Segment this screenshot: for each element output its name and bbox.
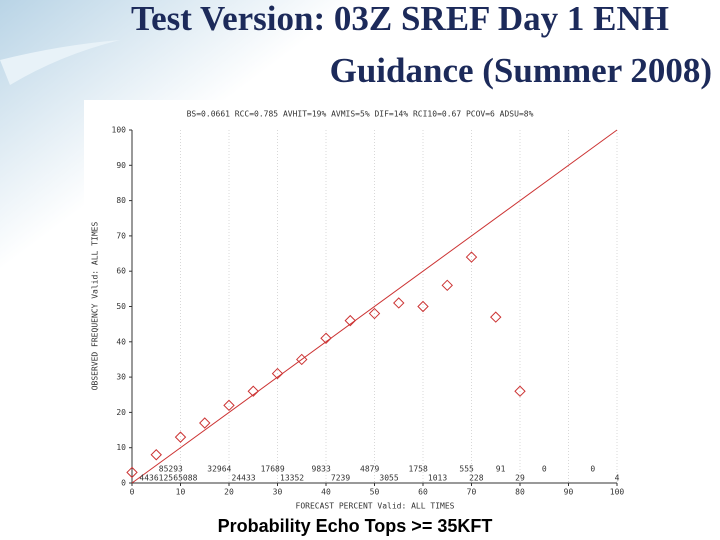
count-label: 32964	[207, 465, 231, 474]
x-tick-label: 40	[321, 488, 331, 497]
slide-title: Test Version: 03Z SREF Day 1 ENH	[131, 0, 669, 38]
count-label: 24433	[232, 474, 256, 483]
x-tick-label: 80	[515, 488, 525, 497]
y-tick-label: 60	[116, 267, 126, 276]
y-tick-label: 80	[116, 196, 126, 205]
count-label: 91	[496, 465, 506, 474]
count-label: 29	[515, 474, 525, 483]
y-tick-label: 50	[116, 302, 126, 311]
point	[368, 307, 381, 320]
count-label: 1758	[409, 465, 428, 474]
y-tick-label: 100	[112, 126, 127, 135]
x-tick-label: 20	[224, 488, 234, 497]
point	[417, 300, 429, 313]
x-tick-label: 90	[564, 488, 574, 497]
count-label: 1013	[428, 474, 447, 483]
x-tick-label: 70	[467, 488, 477, 497]
point	[271, 367, 284, 380]
x-tick-label: 30	[273, 488, 283, 497]
count-label: 7239	[331, 474, 350, 483]
point	[150, 449, 162, 461]
point	[296, 353, 308, 366]
y-tick-label: 30	[116, 373, 126, 382]
chart-title: BS=0.0661 RCC=0.785 AVHIT=19% AVMIS=5% D…	[187, 110, 534, 119]
count-label: 13352	[280, 474, 304, 483]
y-tick-label: 10	[116, 443, 126, 452]
y-tick-label: 70	[116, 231, 126, 240]
count-label: 228	[469, 474, 484, 483]
count-label: 85293	[159, 465, 183, 474]
reference-line	[131, 129, 618, 484]
count-label: 4879	[360, 465, 379, 474]
count-label: 4	[615, 474, 620, 483]
count-label: 65088	[173, 474, 197, 483]
x-tick-label: 50	[370, 488, 380, 497]
point	[199, 417, 211, 429]
caption: Probability Echo Tops >= 35KFT	[218, 516, 493, 536]
point	[247, 385, 259, 397]
y-tick-label: 20	[116, 408, 126, 417]
point	[320, 332, 332, 344]
x-axis-label: FORECAST PERCENT Valid: ALL TIMES	[296, 502, 455, 511]
swoosh	[0, 40, 120, 85]
x-tick-label: 60	[418, 488, 428, 497]
point	[465, 251, 478, 263]
count-label: 9833	[312, 465, 331, 474]
chart-area	[84, 100, 630, 500]
y-axis-label: OBSERVED FREQUENCY Valid: ALL TIMES	[91, 222, 100, 391]
count-label: 555	[459, 465, 474, 474]
count-label: 17689	[261, 465, 285, 474]
y-tick-label: 40	[116, 337, 126, 346]
count-label: 4436125	[139, 474, 173, 483]
point	[514, 385, 526, 397]
x-tick-label: 10	[176, 488, 186, 497]
point	[441, 279, 453, 292]
count-label: 3055	[379, 474, 398, 483]
x-tick-label: 0	[130, 488, 135, 497]
count-label: 0	[542, 465, 547, 474]
point	[126, 466, 138, 479]
point	[393, 297, 405, 309]
count-label: 0	[590, 465, 595, 474]
point	[490, 311, 502, 323]
slide-title: Guidance (Summer 2008)	[330, 51, 712, 90]
point	[174, 431, 187, 443]
y-tick-label: 0	[121, 479, 126, 488]
y-tick-label: 90	[116, 161, 126, 170]
x-tick-label: 100	[610, 488, 625, 497]
point	[223, 399, 235, 412]
point	[344, 314, 356, 327]
